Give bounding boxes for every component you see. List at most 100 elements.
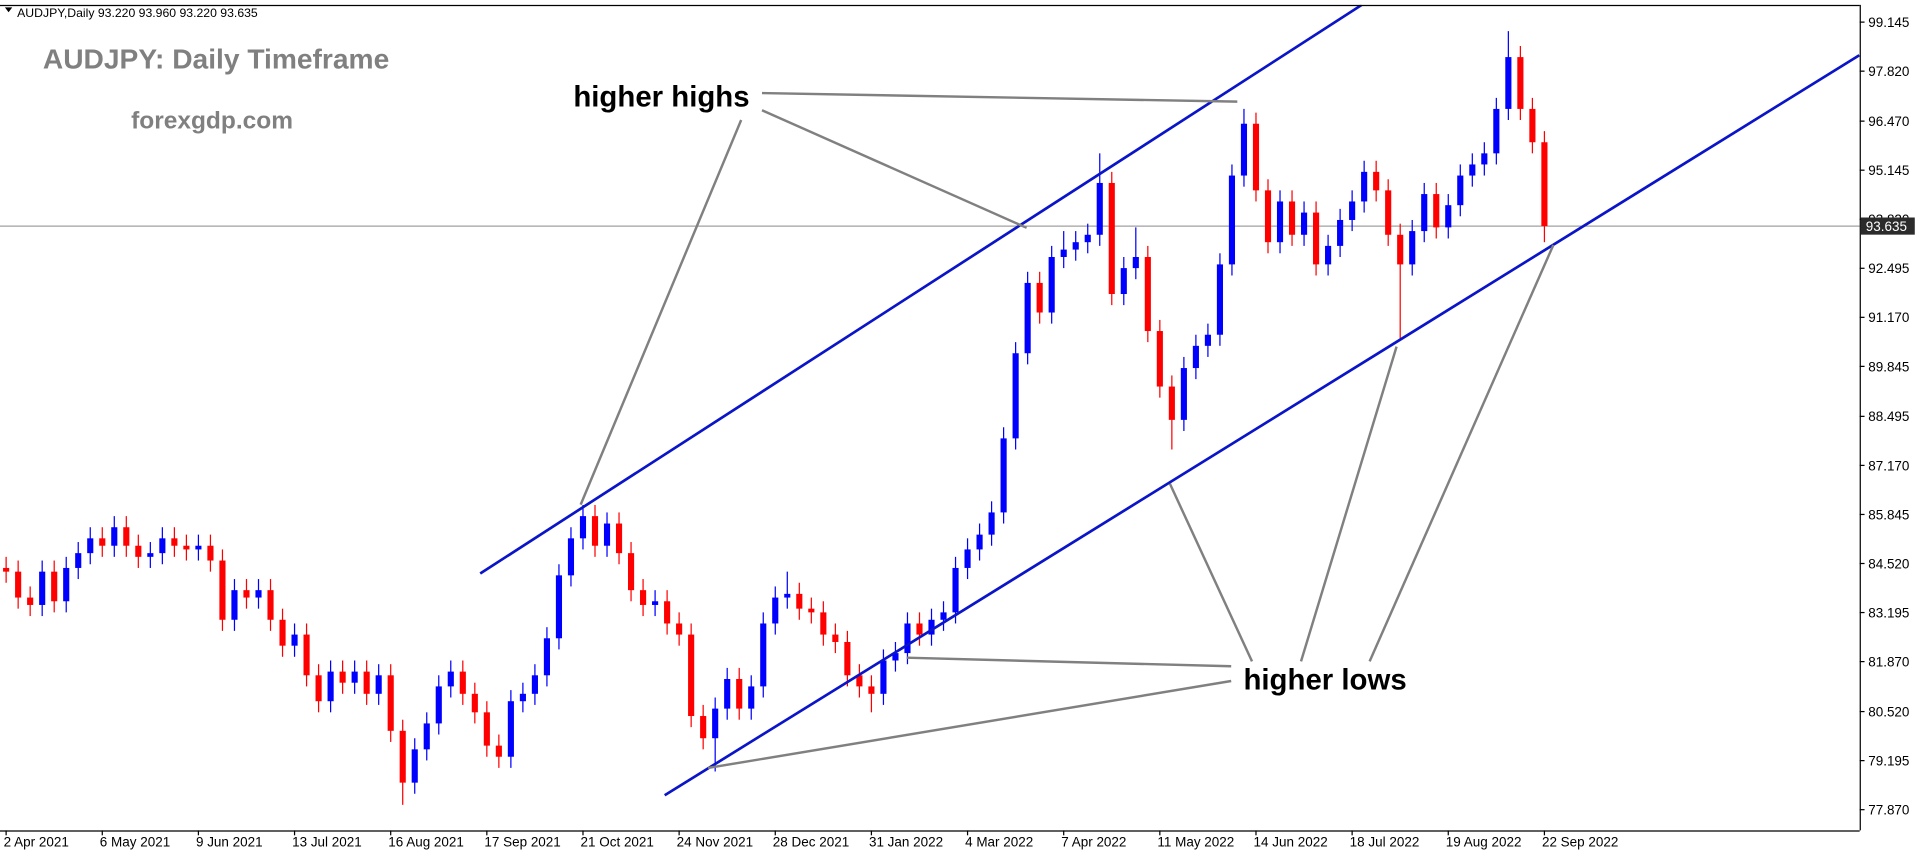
y-tick-label: 89.845 xyxy=(1868,359,1909,374)
candle-body xyxy=(1000,438,1007,513)
candle-body xyxy=(1325,245,1332,265)
candle-body xyxy=(688,634,695,717)
header: AUDJPY,Daily 93.220 93.960 93.220 93.635 xyxy=(17,6,258,20)
x-tick-label: 11 May 2022 xyxy=(1157,834,1234,849)
candle-body xyxy=(63,567,70,602)
candle-body xyxy=(1409,231,1416,265)
annotation: higher lows xyxy=(1243,664,1406,697)
candle-body xyxy=(183,545,190,550)
candle-body xyxy=(916,623,923,635)
candle-body xyxy=(1084,234,1091,243)
y-tick-label: 81.870 xyxy=(1868,655,1909,670)
candle-body xyxy=(1445,205,1452,228)
candle-body xyxy=(603,523,611,546)
candle-body xyxy=(99,538,106,546)
y-tick-label: 96.470 xyxy=(1868,114,1909,129)
annotation: higher highs xyxy=(573,81,749,114)
candle-body xyxy=(1361,171,1368,202)
candle-body xyxy=(652,601,659,605)
y-tick-label: 79.195 xyxy=(1868,754,1909,769)
candle-body xyxy=(579,516,587,539)
candle-body xyxy=(567,538,575,576)
candle-body xyxy=(555,575,563,639)
candle-body xyxy=(363,671,370,694)
candle-body xyxy=(447,671,454,687)
candle-body xyxy=(1541,142,1548,227)
candle-body xyxy=(15,571,22,598)
x-tick-label: 2 Apr 2021 xyxy=(4,834,69,849)
candle-body xyxy=(399,730,406,783)
candle-body xyxy=(1108,182,1115,295)
candle-body xyxy=(1433,194,1440,228)
candle-body xyxy=(135,545,142,557)
candle-body xyxy=(1240,123,1248,176)
y-tick-label: 91.170 xyxy=(1868,310,1909,325)
candle-body xyxy=(1337,219,1344,246)
candle-body xyxy=(1517,57,1524,109)
candle-body xyxy=(291,634,298,646)
candle-body xyxy=(808,608,815,613)
chart-subtitle: forexgdp.com xyxy=(131,108,293,135)
candle-body xyxy=(748,686,755,709)
candle-body xyxy=(892,653,899,661)
candle-body xyxy=(1036,282,1043,313)
candle-body xyxy=(1421,194,1428,232)
y-tick-label: 87.170 xyxy=(1868,458,1909,473)
candle-body xyxy=(351,671,358,683)
candle-body xyxy=(952,567,959,613)
y-tick-label: 95.145 xyxy=(1868,163,1909,178)
pointer-line xyxy=(906,656,1232,668)
candle-body xyxy=(1204,334,1211,346)
candle-body xyxy=(243,590,250,598)
pointer-line xyxy=(707,679,1232,770)
candle-body xyxy=(988,512,995,535)
candle-body xyxy=(640,590,647,605)
candle-body xyxy=(315,675,322,702)
pointer-line xyxy=(579,119,743,506)
candle-body xyxy=(75,553,82,568)
candle-body xyxy=(483,712,490,746)
candle-body xyxy=(1120,268,1127,295)
candle-body xyxy=(868,686,875,694)
candle-body xyxy=(1505,57,1512,109)
candle-body xyxy=(387,675,394,731)
candle-body xyxy=(507,701,514,757)
candle-body xyxy=(1048,256,1055,313)
candle-body xyxy=(1168,386,1175,420)
x-tick-label: 21 Oct 2021 xyxy=(581,834,654,849)
candle-body xyxy=(1012,353,1019,439)
candle-body xyxy=(928,619,935,635)
y-tick-label: 80.520 xyxy=(1868,704,1909,719)
candle-body xyxy=(339,671,346,683)
trend-line xyxy=(663,54,1860,797)
candle-body xyxy=(303,634,310,676)
candle-body xyxy=(772,597,779,624)
x-tick-label: 31 Jan 2022 xyxy=(869,834,943,849)
x-tick-label: 14 Jun 2022 xyxy=(1254,834,1328,849)
y-tick-label: 99.145 xyxy=(1868,15,1909,30)
y-tick-label: 85.845 xyxy=(1868,507,1909,522)
candle-body xyxy=(231,590,238,620)
x-tick-label: 28 Dec 2021 xyxy=(773,834,849,849)
y-tick-label: 77.870 xyxy=(1868,803,1909,818)
candle-body xyxy=(760,623,767,687)
header-icon xyxy=(4,7,13,13)
candle-body xyxy=(51,571,58,602)
candle-body xyxy=(1313,212,1320,265)
candle-body xyxy=(87,538,94,554)
x-tick-label: 17 Sep 2021 xyxy=(484,834,560,849)
candle-body xyxy=(736,678,743,709)
candle-body xyxy=(820,612,827,635)
y-tick-label: 84.520 xyxy=(1868,556,1909,571)
candle-body xyxy=(255,590,262,598)
candle-body xyxy=(1493,108,1500,154)
candle-body xyxy=(495,745,502,757)
candle-body xyxy=(423,723,430,750)
y-tick-label: 92.495 xyxy=(1868,261,1909,276)
candle-body xyxy=(880,660,887,694)
chart-title: AUDJPY: Daily Timeframe xyxy=(43,43,389,75)
candle-body xyxy=(664,601,671,624)
candle-body xyxy=(712,708,719,739)
candle-body xyxy=(459,671,466,694)
